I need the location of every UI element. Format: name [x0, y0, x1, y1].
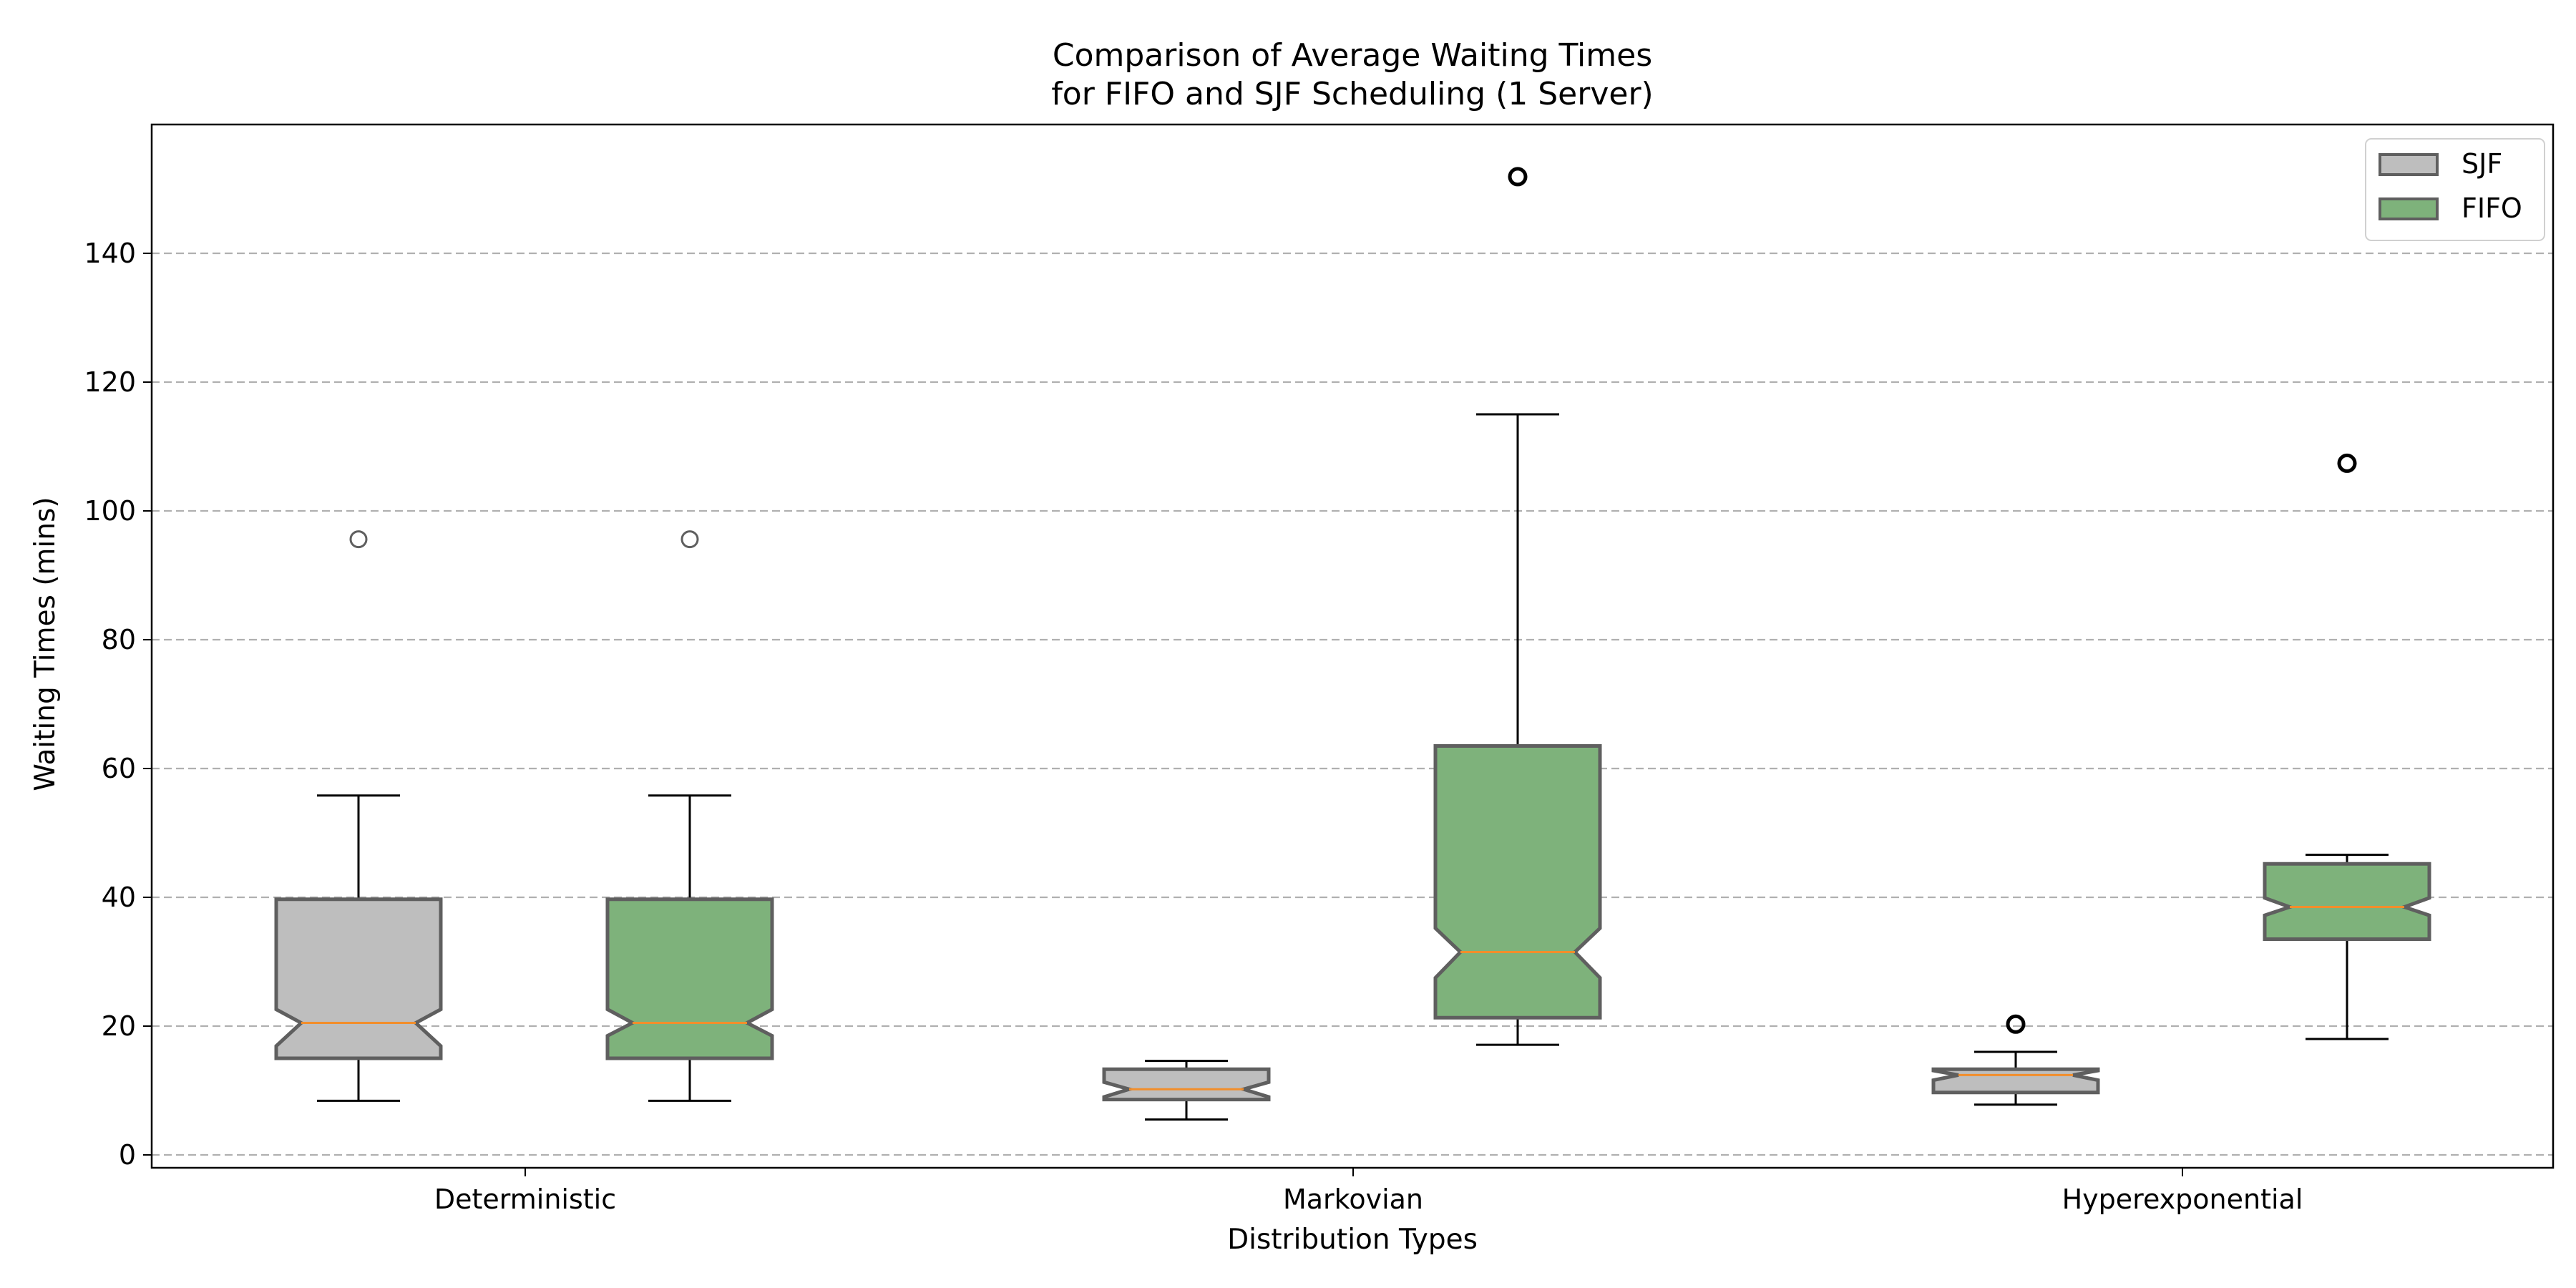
box-body: [274, 897, 443, 1060]
y-tick-label-140: 140: [84, 238, 136, 269]
legend-label-sjf: SJF: [2462, 148, 2502, 180]
outlier-point: [2337, 453, 2357, 473]
box-body: [1931, 1067, 2100, 1095]
legend: SJF FIFO: [2365, 138, 2545, 241]
plot-frame: [150, 123, 2555, 1169]
box-body: [605, 897, 774, 1060]
box-fifo-deterministic: [605, 530, 774, 1102]
x-tick-label-deterministic: Deterministic: [434, 1184, 616, 1215]
x-axis-label: Distribution Types: [1227, 1224, 1478, 1256]
box-sjf-hyperexponential: [1931, 1014, 2100, 1106]
box-body: [1102, 1067, 1271, 1102]
y-tick-label-20: 20: [102, 1010, 136, 1042]
box-fifo-hyperexponential: [2263, 453, 2431, 1040]
x-tick-label-hyperexponential: Hyperexponential: [2062, 1184, 2303, 1215]
box-sjf-markovian: [1102, 1060, 1271, 1121]
legend-swatch-fifo: [2379, 197, 2439, 220]
box-sjf-deterministic: [274, 530, 443, 1102]
y-tick-label-0: 0: [119, 1139, 136, 1171]
outlier-point: [1508, 167, 1528, 187]
x-tick-label-markovian: Markovian: [1283, 1184, 1423, 1215]
box-fifo-markovian: [1433, 167, 1602, 1046]
outlier-point: [349, 530, 368, 549]
box-body: [1433, 744, 1602, 1020]
y-axis-label: Waiting Times (mins): [29, 497, 62, 791]
plot-area: 0 20 40 60 80 100 120 140 Deterministic Markovian…: [84, 123, 2555, 1215]
y-tick-label-120: 120: [84, 366, 136, 398]
y-tick-label-80: 80: [102, 624, 136, 655]
box-body: [2263, 862, 2431, 941]
outlier-point: [680, 530, 699, 549]
legend-label-fifo: FIFO: [2462, 192, 2522, 224]
y-tick-label-60: 60: [102, 753, 136, 784]
y-tick-label-100: 100: [84, 495, 136, 527]
outlier-point: [2006, 1014, 2026, 1034]
chart-title-line2: for FIFO and SJF Scheduling (1 Server): [1051, 76, 1653, 112]
legend-swatch-sjf: [2379, 153, 2439, 176]
y-tick-label-40: 40: [102, 882, 136, 913]
chart-title-line1: Comparison of Average Waiting Times: [1053, 37, 1652, 74]
